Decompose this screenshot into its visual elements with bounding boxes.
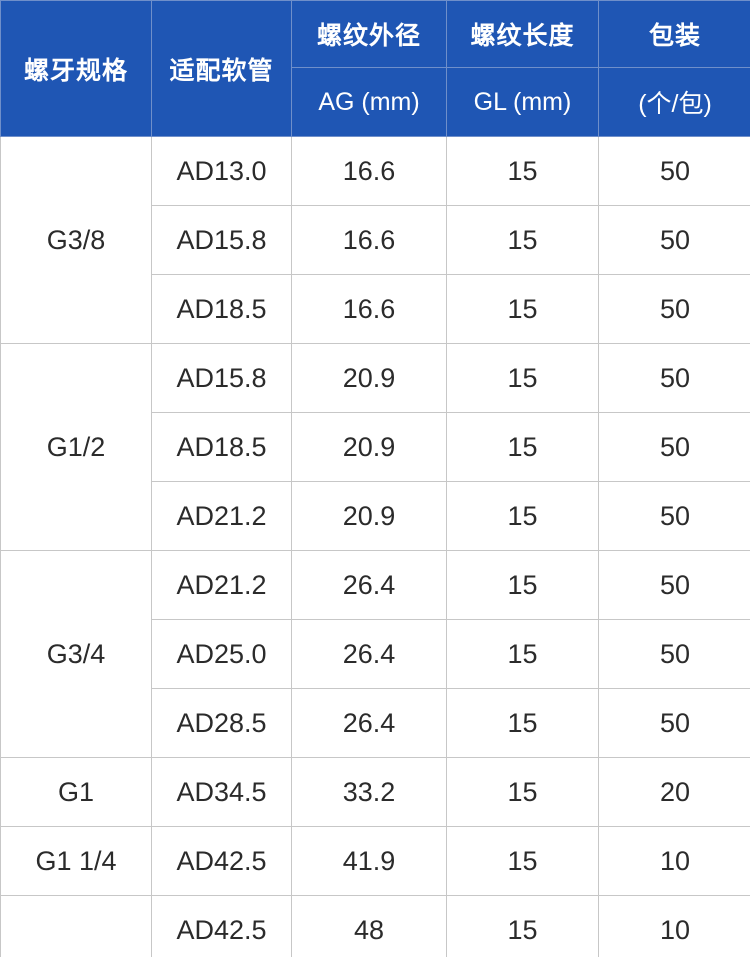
table-row: AD42.5 48 15 10: [0, 895, 750, 957]
cell-hose: AD15.8: [151, 343, 292, 413]
cell-pack: 50: [598, 550, 750, 620]
cell-hose: AD42.5: [151, 895, 292, 957]
cell-pack: 10: [598, 895, 750, 957]
table-row: G3/8 AD13.0 16.6 15 50: [0, 136, 750, 344]
header-thread-spec: 螺牙规格: [0, 0, 152, 137]
cell-pack: 50: [598, 136, 750, 206]
cell-pack: 50: [598, 412, 750, 482]
cell-pack: 50: [598, 688, 750, 758]
cell-hose: AD25.0: [151, 619, 292, 689]
cell-thread-spec: G3/4: [0, 550, 152, 758]
cell-gl: 15: [446, 826, 599, 896]
table-row: AD28.5 26.4 15 50: [1, 688, 750, 758]
cell-ag: 26.4: [291, 688, 447, 758]
cell-ag: 20.9: [291, 343, 447, 413]
cell-gl: 15: [446, 205, 599, 275]
table-row: G1 AD34.5 33.2 15 20: [0, 757, 750, 827]
cell-thread-spec: [0, 895, 152, 957]
cell-ag: 48: [291, 895, 447, 957]
cell-pack: 50: [598, 481, 750, 551]
header-gl-unit: GL (mm): [446, 67, 599, 137]
cell-ag: 16.6: [291, 274, 447, 344]
cell-pack: 50: [598, 619, 750, 689]
cell-thread-spec: G3/8: [0, 136, 152, 344]
header-gl-title: 螺纹长度: [446, 0, 599, 68]
header-pack-unit: (个/包): [598, 67, 750, 137]
cell-pack: 50: [598, 343, 750, 413]
cell-hose: AD42.5: [151, 826, 292, 896]
table-row: AD18.5 20.9 15 50: [1, 412, 750, 482]
cell-hose: AD13.0: [151, 136, 292, 206]
cell-gl: 15: [446, 895, 599, 957]
cell-thread-spec: G1/2: [0, 343, 152, 551]
cell-hose: AD21.2: [151, 550, 292, 620]
cell-gl: 15: [446, 619, 599, 689]
cell-hose: AD34.5: [151, 757, 292, 827]
table-row: AD21.2 20.9 15 50: [1, 481, 750, 551]
cell-pack: 50: [598, 274, 750, 344]
cell-ag: 20.9: [291, 481, 447, 551]
header-pack-title: 包装: [598, 0, 750, 68]
cell-ag: 16.6: [291, 205, 447, 275]
cell-ag: 26.4: [291, 619, 447, 689]
table-body: G3/8 AD13.0 16.6 15 50 AD15.8 16.6 15 50 AD18.5 16…: [0, 136, 750, 957]
cell-ag: 20.9: [291, 412, 447, 482]
table-row: G3/4 AD21.2 26.4 15 50: [0, 550, 750, 758]
table-row: AD15.8 16.6 15 50: [1, 205, 750, 275]
cell-hose: AD15.8: [151, 205, 292, 275]
cell-pack: 10: [598, 826, 750, 896]
cell-ag: 16.6: [291, 136, 447, 206]
cell-ag: 26.4: [291, 550, 447, 620]
cell-gl: 15: [446, 343, 599, 413]
cell-pack: 50: [598, 205, 750, 275]
cell-gl: 15: [446, 688, 599, 758]
cell-gl: 15: [446, 412, 599, 482]
cell-thread-spec: G1: [0, 757, 152, 827]
cell-gl: 15: [446, 274, 599, 344]
header-ag-title: 螺纹外径: [291, 0, 447, 68]
table-row: AD25.0 26.4 15 50: [1, 619, 750, 689]
cell-hose: AD21.2: [151, 481, 292, 551]
cell-hose: AD28.5: [151, 688, 292, 758]
header-hose: 适配软管: [151, 0, 292, 137]
cell-hose: AD18.5: [151, 412, 292, 482]
table-row: G1/2 AD15.8 20.9 15 50: [0, 343, 750, 551]
cell-hose: AD18.5: [151, 274, 292, 344]
cell-ag: 41.9: [291, 826, 447, 896]
cell-gl: 15: [446, 757, 599, 827]
cell-thread-spec: G1 1/4: [0, 826, 152, 896]
header-ag-unit: AG (mm): [291, 67, 447, 137]
table-row: AD18.5 16.6 15 50: [1, 274, 750, 344]
cell-gl: 15: [446, 136, 599, 206]
table-row: G1 1/4 AD42.5 41.9 15 10: [0, 826, 750, 896]
cell-gl: 15: [446, 550, 599, 620]
table-header: 螺牙规格 适配软管 螺纹外径 螺纹长度 包装 AG (mm) GL (mm) (…: [0, 0, 750, 137]
cell-gl: 15: [446, 481, 599, 551]
cell-pack: 20: [598, 757, 750, 827]
cell-ag: 33.2: [291, 757, 447, 827]
